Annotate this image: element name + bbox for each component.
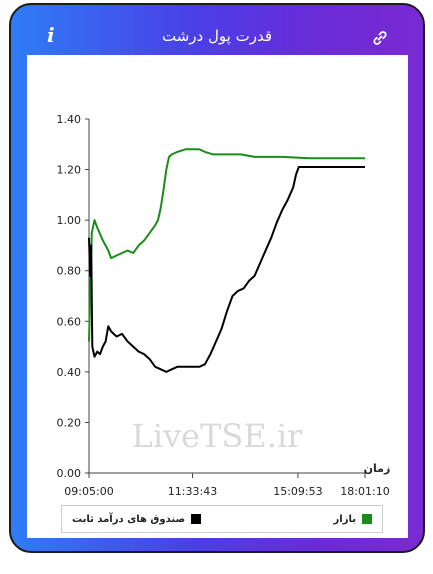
legend-label-fixed-income: صندوق های درآمد ثابت — [72, 513, 186, 525]
chart-svg: 0.00 0.20 0.40 0.60 0.80 1.00 1.20 1.40 09:05:00… — [57, 113, 391, 495]
y-tick-label: 0.60 — [57, 315, 82, 328]
watermark-text: LiveTSE.ir — [132, 417, 304, 455]
legend-item-fixed-income[interactable]: صندوق های درآمد ثابت — [72, 512, 202, 526]
y-tick-label: 0.40 — [57, 366, 82, 379]
x-tick-label: 18:01:10 — [340, 485, 389, 495]
x-tick-label: 15:09:53 — [273, 485, 322, 495]
chart-legend: بازار صندوق های درآمد ثابت — [61, 505, 383, 533]
y-tick-label: 1.20 — [57, 164, 82, 177]
series-line-fixed-income — [88, 166, 365, 373]
legend-item-market[interactable]: بازار — [334, 512, 372, 526]
series-line-market — [88, 148, 365, 342]
legend-swatch-fixed-income — [191, 514, 202, 524]
page-title: قدرت پول درشت — [162, 27, 272, 45]
chart-panel: 0.00 0.20 0.40 0.60 0.80 1.00 1.20 1.40 09:05:00… — [27, 55, 408, 538]
x-axis-label: زمان — [364, 462, 391, 475]
y-tick-label: 0.20 — [57, 416, 82, 429]
legend-label-market: بازار — [333, 513, 356, 525]
app-window: i قدرت پول درشت 0.00 0.20 0.40 0.60 0.80 1.00… — [9, 3, 425, 553]
header-bar: i قدرت پول درشت — [11, 5, 423, 57]
y-tick-label: 0.80 — [57, 265, 82, 278]
x-tick-label: 09:05:00 — [64, 485, 113, 495]
y-tick-label: 0.00 — [57, 467, 82, 480]
link-icon[interactable] — [371, 29, 389, 47]
x-tick-label: 11:33:43 — [168, 485, 217, 495]
y-tick-label: 1.40 — [57, 113, 82, 126]
legend-swatch-market — [362, 514, 372, 524]
info-icon[interactable]: i — [47, 23, 55, 47]
y-tick-label: 1.00 — [57, 214, 82, 227]
